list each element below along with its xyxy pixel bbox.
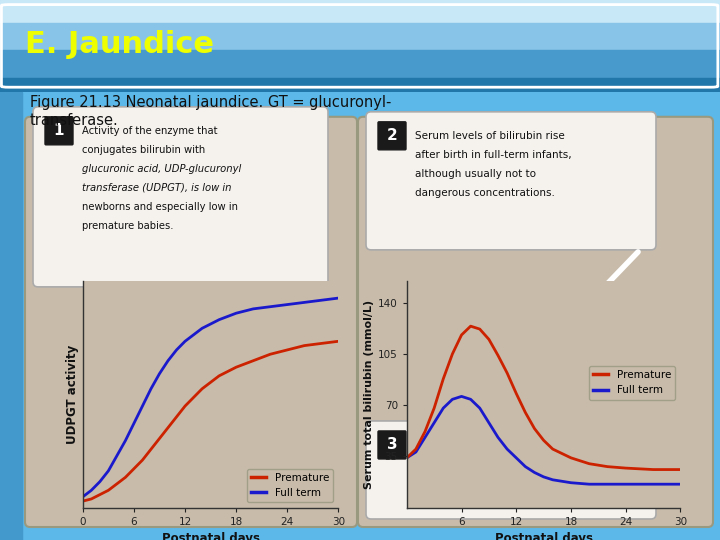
- Text: glucuronic acid, UDP-glucuronyl: glucuronic acid, UDP-glucuronyl: [82, 164, 241, 174]
- Text: dangerous concentrations.: dangerous concentrations.: [415, 188, 555, 198]
- FancyBboxPatch shape: [358, 117, 713, 527]
- Text: Activity of the enzyme that: Activity of the enzyme that: [82, 126, 217, 136]
- Text: premature infants may rise to: premature infants may rise to: [415, 459, 571, 469]
- FancyBboxPatch shape: [366, 421, 656, 519]
- Text: Serum levels of bilirubin in: Serum levels of bilirubin in: [415, 440, 555, 450]
- Bar: [0, 23, 720, 51]
- Text: 2: 2: [387, 129, 397, 143]
- Text: premature babies.: premature babies.: [82, 221, 174, 231]
- Bar: [0, 78, 720, 92]
- Text: although usually not to: although usually not to: [415, 169, 536, 179]
- Text: Figure 21.13 Neonatal jaundice. GT = glucuronyl-: Figure 21.13 Neonatal jaundice. GT = glu…: [30, 95, 392, 110]
- FancyBboxPatch shape: [33, 107, 328, 287]
- Text: toxic levels.: toxic levels.: [415, 478, 477, 488]
- FancyBboxPatch shape: [366, 112, 656, 250]
- Bar: [0, 51, 720, 78]
- Y-axis label: UDPGT activity: UDPGT activity: [66, 345, 78, 444]
- FancyBboxPatch shape: [378, 431, 406, 459]
- Y-axis label: Serum total bilirubin (mmol/L): Serum total bilirubin (mmol/L): [364, 300, 374, 489]
- Text: newborns and especially low in: newborns and especially low in: [82, 202, 238, 212]
- FancyBboxPatch shape: [25, 117, 357, 527]
- Text: transferase.: transferase.: [30, 113, 119, 128]
- Text: transferase (UDPGT), is low in: transferase (UDPGT), is low in: [82, 183, 232, 193]
- FancyBboxPatch shape: [45, 117, 73, 145]
- Text: 1: 1: [54, 123, 64, 138]
- Legend: Premature, Full term: Premature, Full term: [246, 469, 333, 502]
- Legend: Premature, Full term: Premature, Full term: [588, 366, 675, 400]
- Text: Serum levels of bilirubin rise: Serum levels of bilirubin rise: [415, 131, 564, 141]
- X-axis label: Postnatal days: Postnatal days: [495, 532, 593, 540]
- Text: after birth in full-term infants,: after birth in full-term infants,: [415, 150, 572, 160]
- Bar: [0, 92, 22, 540]
- Text: 3: 3: [387, 437, 397, 453]
- Text: E. Jaundice: E. Jaundice: [25, 30, 215, 58]
- Text: conjugates bilirubin with: conjugates bilirubin with: [82, 145, 205, 155]
- FancyBboxPatch shape: [378, 122, 406, 150]
- Bar: [0, 0, 720, 23]
- X-axis label: Postnatal days: Postnatal days: [161, 532, 260, 540]
